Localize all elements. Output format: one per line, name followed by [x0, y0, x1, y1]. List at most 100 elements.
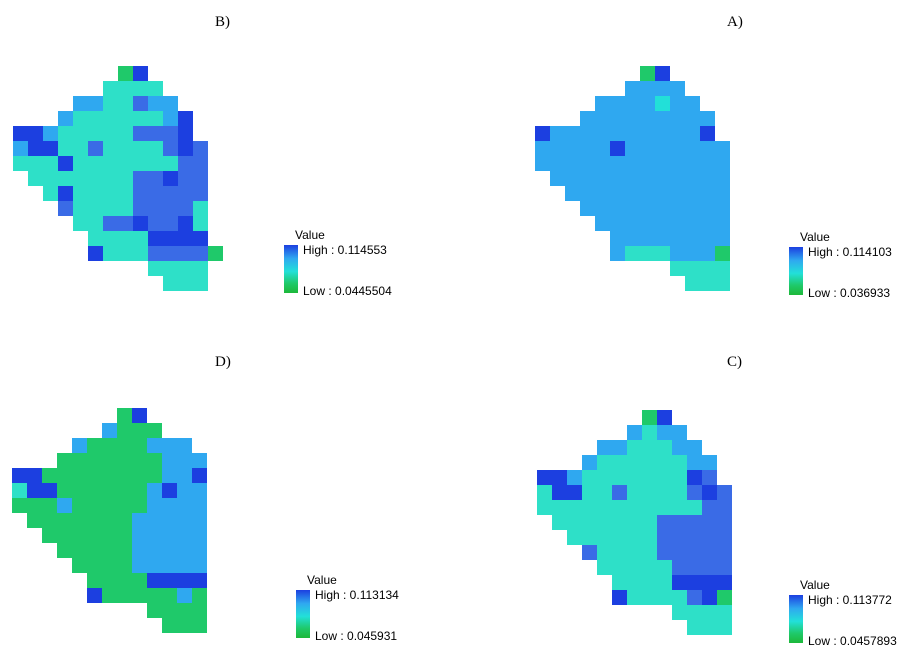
raster-cell [102, 603, 117, 618]
raster-cell [162, 468, 177, 483]
raster-cell [88, 96, 103, 111]
raster-cell [177, 528, 192, 543]
raster-cell [580, 141, 595, 156]
raster-cell [550, 231, 565, 246]
raster-cell [715, 126, 730, 141]
raster-cell [87, 513, 102, 528]
raster-cell [208, 246, 223, 261]
raster-cell [580, 231, 595, 246]
raster-cell [193, 231, 208, 246]
raster-cell [163, 186, 178, 201]
raster-cell [702, 590, 717, 605]
raster-cell [87, 618, 102, 633]
raster-cell [148, 126, 163, 141]
raster-cell [685, 201, 700, 216]
raster-cell [103, 171, 118, 186]
raster-cell [132, 558, 147, 573]
raster-cell [103, 261, 118, 276]
raster-cell [57, 543, 72, 558]
raster-cell [657, 620, 672, 635]
raster-cell [147, 408, 162, 423]
raster-cell [655, 261, 670, 276]
raster-cell [595, 261, 610, 276]
raster-cell [612, 500, 627, 515]
raster-cell [28, 231, 43, 246]
raster-cell [12, 513, 27, 528]
raster-cell [163, 216, 178, 231]
raster-cell [550, 201, 565, 216]
raster-cell [537, 500, 552, 515]
raster-cell [565, 231, 580, 246]
raster-cell [612, 455, 627, 470]
legend-title: Value [800, 578, 830, 592]
raster-cell [642, 455, 657, 470]
raster-cell [147, 438, 162, 453]
raster-cell [13, 66, 28, 81]
raster-cell [117, 453, 132, 468]
raster-cell [625, 276, 640, 291]
raster-cell [103, 156, 118, 171]
raster-cell [222, 438, 237, 453]
raster-cell [12, 528, 27, 543]
raster-cell [732, 605, 747, 620]
raster-cell [670, 246, 685, 261]
raster-cell [57, 408, 72, 423]
raster-cell [580, 186, 595, 201]
raster-cell [178, 126, 193, 141]
raster-cell [43, 246, 58, 261]
raster-cell [117, 513, 132, 528]
raster-cell [133, 81, 148, 96]
raster-cell [700, 126, 715, 141]
raster-cell [132, 408, 147, 423]
raster-cell [580, 171, 595, 186]
raster-cell [178, 276, 193, 291]
raster-cell [747, 530, 762, 545]
raster-cell [102, 498, 117, 513]
raster-cell [72, 558, 87, 573]
raster-cell [43, 261, 58, 276]
raster-cell [595, 156, 610, 171]
raster-cell [537, 470, 552, 485]
raster-cell [102, 513, 117, 528]
raster-cell [715, 201, 730, 216]
raster-cell [610, 96, 625, 111]
raster-cell [87, 423, 102, 438]
raster-cell [717, 470, 732, 485]
raster-cell [147, 513, 162, 528]
raster-cell [118, 261, 133, 276]
raster-cell [580, 96, 595, 111]
raster-cell [27, 408, 42, 423]
raster-cell [103, 81, 118, 96]
panel-label-c: C) [727, 354, 742, 371]
raster-cell [223, 156, 238, 171]
raster-cell [565, 111, 580, 126]
raster-cell [207, 573, 222, 588]
raster-cell [745, 171, 760, 186]
raster-cell [223, 246, 238, 261]
raster-cell [178, 216, 193, 231]
raster-cell [12, 603, 27, 618]
raster-cell [657, 515, 672, 530]
raster-cell [222, 453, 237, 468]
raster-cell [640, 246, 655, 261]
map-panel-c [537, 410, 762, 635]
raster-cell [550, 246, 565, 261]
raster-cell [567, 620, 582, 635]
raster-cell [87, 528, 102, 543]
raster-cell [717, 605, 732, 620]
raster-cell [222, 543, 237, 558]
raster-cell [597, 440, 612, 455]
raster-cell [552, 470, 567, 485]
raster-cell [625, 126, 640, 141]
raster-cell [552, 620, 567, 635]
raster-cell [685, 156, 700, 171]
raster-cell [745, 156, 760, 171]
raster-cell [552, 440, 567, 455]
raster-cell [642, 440, 657, 455]
raster-cell [567, 485, 582, 500]
raster-cell [177, 588, 192, 603]
raster-cell [117, 543, 132, 558]
raster-cell [163, 171, 178, 186]
raster-cell [732, 455, 747, 470]
raster-cell [580, 201, 595, 216]
